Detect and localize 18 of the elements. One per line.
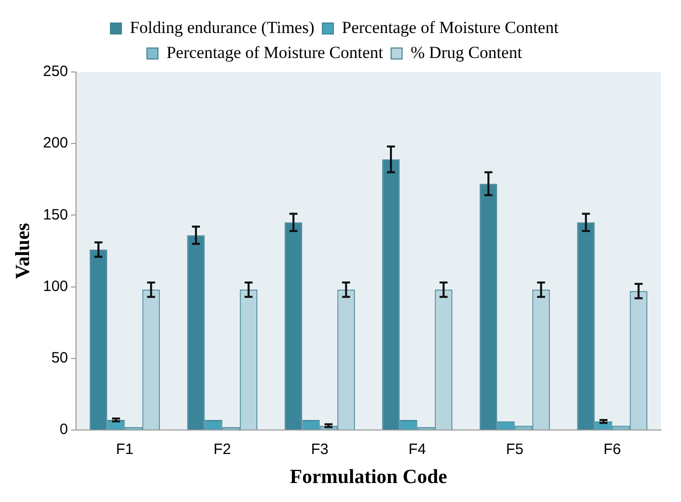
- x-tick-label: F2: [214, 441, 232, 458]
- y-tick-label: 50: [51, 350, 68, 367]
- x-tick-label: F4: [408, 441, 426, 458]
- legend-label: Folding endurance (Times): [130, 18, 314, 37]
- y-tick-label: 250: [42, 63, 68, 80]
- legend-label: Percentage of Moisture Content: [342, 18, 559, 37]
- y-tick-label: 150: [42, 206, 68, 224]
- x-tick-label: F6: [603, 441, 622, 458]
- x-tick-label: F5: [506, 441, 524, 458]
- x-axis-title: Formulation Code: [290, 466, 448, 488]
- y-axis-title: Values: [12, 222, 34, 279]
- y-tick-label: 0: [60, 421, 68, 438]
- x-tick-label: F1: [116, 441, 134, 458]
- y-tick-label: 100: [42, 278, 68, 295]
- y-tick-label: 200: [42, 134, 68, 152]
- legend-label: Percentage of Moisture Content: [166, 42, 384, 62]
- x-tick-label: F3: [311, 441, 329, 458]
- legend-label: % Drug Content: [410, 42, 522, 62]
